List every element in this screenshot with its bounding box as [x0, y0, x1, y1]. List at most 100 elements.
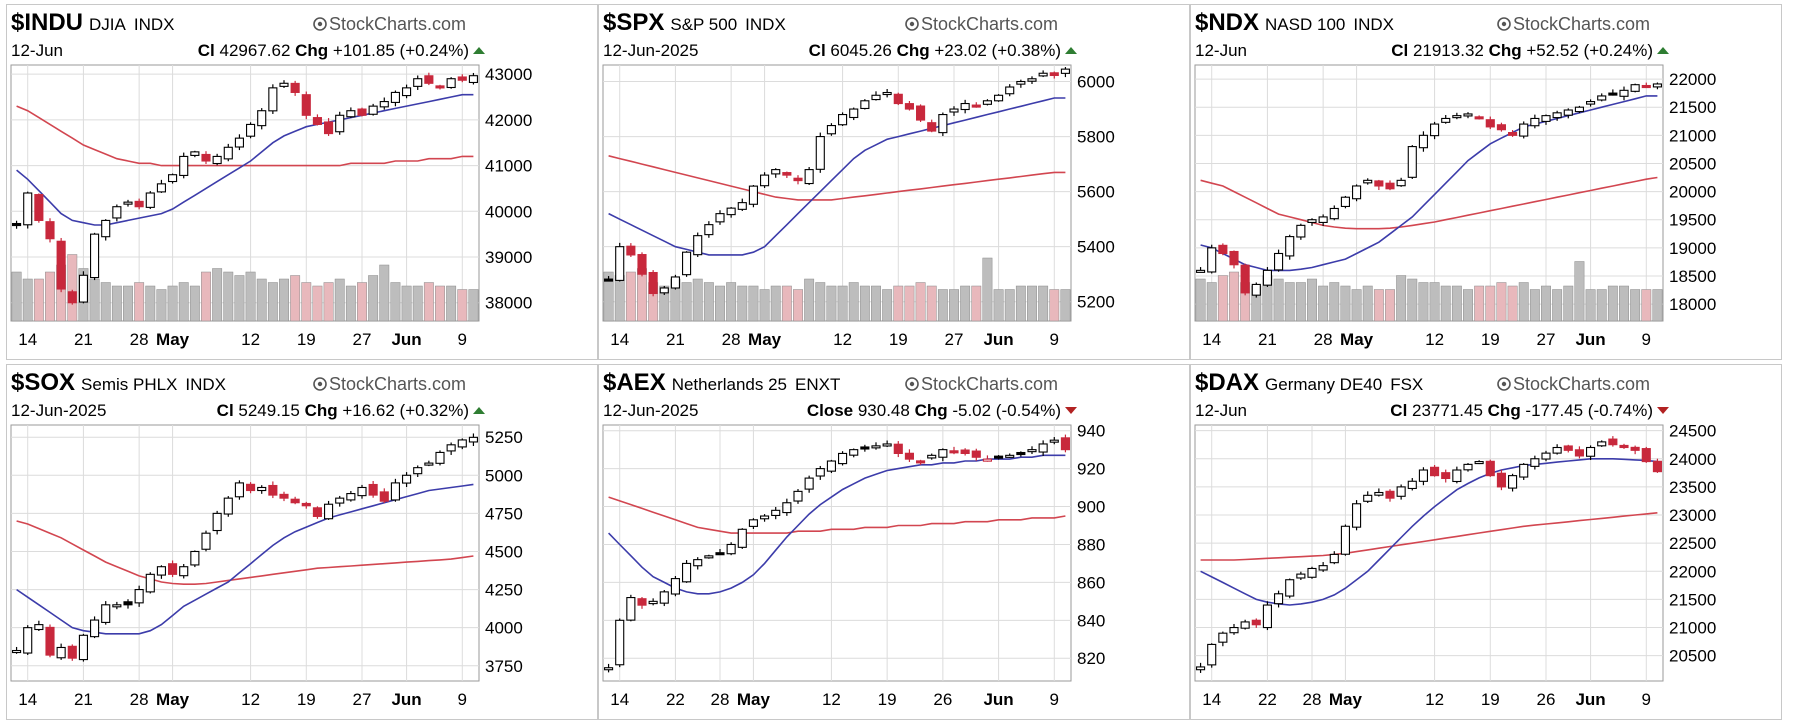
- moving-average-short-line: [608, 97, 1066, 256]
- y-tick-label: 5000: [485, 466, 523, 485]
- candlestick: [916, 459, 926, 465]
- x-tick-label: 14: [18, 690, 37, 709]
- volume-bar: [625, 271, 636, 322]
- candlestick: [1608, 436, 1618, 447]
- chart-panel-dax[interactable]: $DAX Germany DE40 FSX StockCharts.com 12-Jun…: [1190, 364, 1782, 720]
- volume-bar: [1015, 285, 1026, 322]
- watermark-text: StockCharts.com: [329, 14, 466, 34]
- chart-panel-ndx[interactable]: $NDX NASD 100 INDX StockCharts.com 12-Jun Cl …: [1190, 4, 1782, 360]
- volume-bar: [89, 278, 100, 322]
- candlestick: [324, 118, 334, 136]
- candlestick: [1574, 105, 1584, 114]
- chart-quote: Cl 23771.45 Chg -177.45 (-0.74%): [1390, 401, 1653, 420]
- candlestick: [413, 465, 423, 478]
- x-tick-label: 14: [1202, 330, 1221, 349]
- candlestick: [771, 506, 781, 520]
- chart-panel-spx[interactable]: $SPX S&P 500 INDX StockCharts.com 12-Jun-202…: [598, 4, 1190, 360]
- volume-bar: [949, 289, 959, 322]
- candlestick: [134, 585, 144, 607]
- copyright-icon: [313, 377, 327, 391]
- candlestick: [112, 204, 122, 222]
- volume-bar: [1541, 285, 1551, 322]
- chart-panel-aex[interactable]: $AEX Netherlands 25 ENXT StockCharts.com 12-…: [598, 364, 1190, 720]
- y-tick-label: 21500: [1669, 98, 1716, 117]
- candlestick: [615, 618, 625, 668]
- candlestick: [659, 285, 669, 296]
- candlestick: [1519, 121, 1529, 139]
- candlestick: [971, 102, 981, 108]
- candlestick: [916, 104, 926, 123]
- volume-bar: [312, 285, 323, 322]
- chg-value: -177.45 (-0.74%): [1521, 401, 1653, 420]
- volume-bar: [145, 285, 156, 322]
- candlestick: [659, 589, 669, 607]
- candlestick: [390, 478, 400, 502]
- candlestick: [1396, 177, 1406, 187]
- candlestick: [1240, 263, 1250, 296]
- chg-label: Chg: [305, 401, 338, 420]
- candlestick: [938, 112, 948, 137]
- candlestick: [1240, 619, 1250, 630]
- volume-bar: [971, 285, 982, 322]
- y-tick-label: 23000: [1669, 506, 1716, 525]
- candlestick: [446, 77, 456, 89]
- candlestick: [1005, 453, 1015, 458]
- chg-value: -5.02 (-0.54%): [948, 401, 1061, 420]
- candlestick: [704, 554, 714, 559]
- candlestick: [67, 644, 77, 661]
- volume-bars: [1195, 261, 1663, 322]
- volume-bar: [401, 285, 412, 322]
- candlestick: [1574, 446, 1584, 459]
- candlestick: [693, 557, 703, 570]
- candlestick: [1285, 578, 1295, 599]
- candlestick: [793, 489, 803, 504]
- volume-bar: [826, 285, 837, 322]
- chg-label: Chg: [1488, 401, 1521, 420]
- candlestick: [312, 114, 322, 126]
- chg-label: Chg: [295, 41, 328, 60]
- volume-bar: [1585, 289, 1596, 322]
- y-tick-label: 5200: [1077, 293, 1115, 312]
- chg-value: +101.85 (+0.24%): [328, 41, 469, 60]
- candlestick: [927, 453, 937, 460]
- candlestick: [871, 442, 881, 450]
- candlestick: [290, 80, 300, 96]
- volume-bar: [156, 289, 167, 322]
- candlestick: [1597, 440, 1607, 447]
- stockcharts-watermark: StockCharts.com: [313, 374, 466, 394]
- volume-bar: [435, 285, 445, 322]
- watermark-text: StockCharts.com: [921, 374, 1058, 394]
- candlestick: [1307, 218, 1317, 226]
- volume-bar: [603, 271, 614, 322]
- chart-date: 12-Jun-2025: [603, 401, 698, 420]
- copyright-icon: [1497, 17, 1511, 31]
- candlestick: [1352, 184, 1362, 202]
- x-tick-label: 21: [1258, 330, 1277, 349]
- candlestick: [760, 514, 770, 522]
- volume-bar: [848, 282, 859, 322]
- candlestick: [1274, 249, 1284, 272]
- x-tick-label: 27: [353, 330, 372, 349]
- chart-exchange: FSX: [1390, 375, 1423, 394]
- plot-area: [1194, 424, 1664, 682]
- x-tick-label: 28: [722, 330, 741, 349]
- x-tick-label: May: [1340, 330, 1374, 349]
- volume-bar: [379, 264, 390, 322]
- chart-panel-sox[interactable]: $SOX Semis PHLX INDX StockCharts.com 12-Jun-…: [6, 364, 598, 720]
- x-tick-label: 19: [889, 330, 908, 349]
- chart-panel-indu[interactable]: $INDU DJIA INDX StockCharts.com 12-Jun Cl 429…: [6, 4, 598, 360]
- candlestick: [604, 663, 614, 673]
- x-tick-label: 12: [822, 690, 841, 709]
- x-tick-label: 28: [130, 690, 149, 709]
- candlestick: [715, 210, 725, 225]
- x-tick-label: 9: [1642, 690, 1651, 709]
- candlestick: [704, 221, 714, 238]
- candlestick: [815, 465, 825, 480]
- candlestick: [1285, 234, 1295, 260]
- candlestick: [1329, 205, 1339, 221]
- candlestick: [101, 219, 111, 241]
- y-tick-label: 4000: [485, 619, 523, 638]
- chart-name: NASD 100: [1265, 15, 1345, 34]
- y-tick-label: 4750: [485, 504, 523, 523]
